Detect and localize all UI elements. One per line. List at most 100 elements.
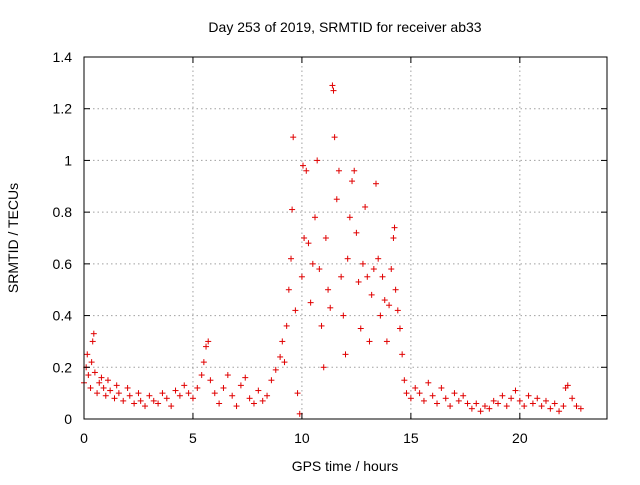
data-point [420,397,427,404]
data-point [113,382,120,389]
data-point [290,134,297,141]
data-point [481,403,488,410]
data-point [503,403,510,410]
data-point [294,390,301,397]
y-tick-label: 0.6 [53,256,73,272]
data-point [486,405,493,412]
y-tick-label: 0 [64,411,72,427]
data-point [425,379,432,386]
data-point [307,299,314,306]
y-tick-label: 0.2 [53,359,73,375]
data-point [205,338,212,345]
data-point [163,395,170,402]
data-point [242,374,249,381]
data-point [512,387,519,394]
x-tick-label: 5 [189,430,197,446]
x-tick-label: 20 [512,430,528,446]
data-point [104,377,111,384]
data-point [370,266,377,273]
data-point [477,408,484,415]
data-point [89,338,96,345]
x-tick-label: 15 [403,430,419,446]
data-point [399,351,406,358]
data-point [142,403,149,410]
data-point [229,392,236,399]
y-axis-label: SRMTID / TECUs [5,183,21,293]
data-point [298,273,305,280]
data-point [551,400,558,407]
data-point [194,384,201,391]
axis-ticks: 0 5 10 15 20 0 0.2 0.4 0.6 0.8 1 1.2 1.4 [53,49,607,446]
data-point [403,390,410,397]
data-point [416,390,423,397]
data-point [94,390,101,397]
data-point [237,382,244,389]
data-point [311,214,318,221]
data-point [368,291,375,298]
data-point [344,255,351,262]
data-point [451,390,458,397]
data-point [325,286,332,293]
data-point [181,382,188,389]
data-point [447,403,454,410]
data-point [283,322,290,329]
data-point [189,395,196,402]
data-point [88,359,95,366]
data-point [529,400,536,407]
data-point [359,260,366,267]
data-point [407,395,414,402]
y-tick-label: 1.4 [53,49,73,65]
data-point [285,286,292,293]
data-point [102,392,109,399]
data-point [90,330,97,337]
y-tick-label: 0.8 [53,204,73,220]
data-point [394,307,401,314]
chart-title: Day 253 of 2019, SRMTID for receiver ab3… [208,19,481,35]
data-point [353,229,360,236]
data-point [349,178,356,185]
data-point [401,377,408,384]
data-point [185,390,192,397]
data-point [303,167,310,174]
data-point [115,390,122,397]
data-point [355,278,362,285]
data-point [268,377,275,384]
data-point [120,397,127,404]
data-point [381,297,388,304]
data-point [207,377,214,384]
data-point [84,351,91,358]
data-point [292,307,299,314]
data-point [362,203,369,210]
data-point [434,400,441,407]
data-point [211,390,218,397]
data-point [224,372,231,379]
data-point [135,390,142,397]
data-point [327,304,334,311]
data-point [460,392,467,399]
data-point [396,325,403,332]
data-point [200,359,207,366]
data-point [569,395,576,402]
data-point [508,395,515,402]
data-point [547,405,554,412]
data-point [264,392,271,399]
data-point [366,338,373,345]
data-point [216,400,223,407]
data-point [534,395,541,402]
data-point [137,397,144,404]
data-point [556,408,563,415]
data-point [155,400,162,407]
data-point [85,372,92,379]
data-point [333,196,340,203]
data-point [91,369,98,376]
data-point [176,392,183,399]
data-points [81,82,584,417]
data-point [388,266,395,273]
data-point [100,384,107,391]
data-point [499,392,506,399]
data-point [525,392,532,399]
data-point [316,266,323,273]
data-point [390,235,397,241]
data-point [159,390,166,397]
